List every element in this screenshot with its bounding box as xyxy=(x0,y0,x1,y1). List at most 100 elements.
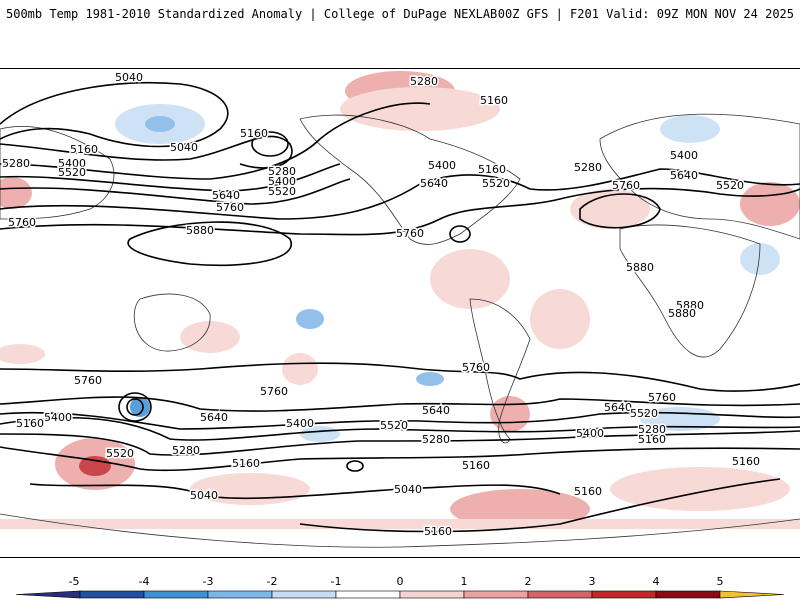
contour-label: 5160 xyxy=(232,457,260,470)
contour-5880 xyxy=(127,221,293,267)
colorbar-swatch xyxy=(655,590,721,599)
contour-label: 5400 xyxy=(268,175,296,188)
contour-5280 xyxy=(0,102,431,180)
closed-contour xyxy=(346,460,364,472)
contour-label: 5160 xyxy=(462,459,490,472)
map-header: 500mb Temp 1981-2010 Standardized Anomal… xyxy=(0,0,800,30)
map-canvas: 5040 5280 5160 5160 5040 5160 5280 5400 … xyxy=(0,70,800,548)
contour-label: 5880 xyxy=(676,299,704,312)
colorbar-tick-label: -1 xyxy=(331,575,342,588)
contour-label: 5520 xyxy=(58,166,86,179)
warm-anomaly xyxy=(570,189,650,229)
contour-label: 5280 xyxy=(268,165,296,178)
low-center xyxy=(118,392,152,422)
contour-label: 5760 xyxy=(260,385,288,398)
contour-label: 5640 xyxy=(422,404,450,417)
australia-outline xyxy=(133,293,211,352)
contour-label: 5280 xyxy=(410,75,438,88)
warm-anomaly xyxy=(180,321,240,353)
eurasia-outline xyxy=(599,113,800,240)
colorbar-tick-label: 2 xyxy=(525,575,532,588)
contour-5160 xyxy=(0,135,293,169)
contour-label: 5040 xyxy=(190,489,218,502)
contour-label: 5880 xyxy=(626,261,654,274)
colorbar-swatches xyxy=(15,590,785,599)
contour-label: 5160 xyxy=(70,143,98,156)
contour-label: 5400 xyxy=(286,417,314,430)
warm-anomaly xyxy=(740,182,800,226)
colorbar-swatch xyxy=(207,590,273,599)
cold-anomaly xyxy=(145,116,175,132)
contour-label: 5160 xyxy=(478,163,506,176)
warm-anomaly xyxy=(282,353,318,385)
contour-label: 5760 xyxy=(396,227,424,240)
cold-anomaly xyxy=(740,243,780,275)
contour-label: 5280 xyxy=(422,433,450,446)
contour-5160-ant xyxy=(299,478,781,533)
coastlines xyxy=(0,113,800,548)
colorbar-tick-label: -4 xyxy=(139,575,150,588)
cold-anomaly xyxy=(296,309,324,329)
warm-anomaly xyxy=(0,177,32,209)
contour-label: 5760 xyxy=(648,391,676,404)
contour-5400-sh xyxy=(0,416,800,441)
contour-label: 5400 xyxy=(428,159,456,172)
closed-contour xyxy=(449,225,471,243)
colorbar-swatch xyxy=(335,590,401,599)
colorbar-tick-label: 4 xyxy=(653,575,660,588)
warm-anomaly xyxy=(610,467,790,511)
warm-anomaly xyxy=(530,289,590,349)
contour-5760 xyxy=(0,187,800,236)
colorbar-swatch xyxy=(719,590,785,599)
colorbar-swatch xyxy=(143,590,209,599)
contour-label: 5520 xyxy=(630,407,658,420)
colorbar-swatch xyxy=(463,590,529,599)
contour-5640 xyxy=(0,168,800,220)
warm-anomaly xyxy=(430,249,510,309)
contour-label: 5280 xyxy=(2,157,30,170)
asia-outline-west xyxy=(0,125,115,220)
model-run-info: 00Z GFS | F201 Valid: 09Z MON NOV 24 202… xyxy=(497,7,794,21)
contour-5280-sh xyxy=(0,430,800,456)
contour-label: 5520 xyxy=(482,177,510,190)
contour-label: 5520 xyxy=(380,419,408,432)
anomaly-colorbar: -5 -4 -3 -2 -1 0 1 2 3 4 5 xyxy=(0,572,800,600)
contour-label: 5640 xyxy=(420,177,448,190)
south-america-outline xyxy=(469,298,531,444)
contour-label: 5040 xyxy=(170,141,198,154)
contour-label: 5760 xyxy=(8,216,36,229)
contour-label: 5400 xyxy=(670,149,698,162)
closed-contour xyxy=(251,131,289,157)
contour-label: 5160 xyxy=(732,455,760,468)
contour-5880-atl xyxy=(579,193,661,229)
contour-label: 5400 xyxy=(44,411,72,424)
contour-5520 xyxy=(0,178,351,205)
contour-5400 xyxy=(0,163,341,192)
colorbar-tick-label: -3 xyxy=(203,575,214,588)
contour-5760-sh xyxy=(0,362,800,392)
warm-anomaly xyxy=(0,344,45,364)
contour-label: 5160 xyxy=(424,525,452,538)
contour-label: 5520 xyxy=(716,179,744,192)
contour-5040-sh xyxy=(29,483,561,500)
contour-5040 xyxy=(0,82,229,148)
cold-anomaly xyxy=(300,426,340,442)
contour-label: 5640 xyxy=(604,401,632,414)
contour-label: 5640 xyxy=(670,169,698,182)
contour-label: 5160 xyxy=(638,433,666,446)
contour-label: 5160 xyxy=(240,127,268,140)
contour-label: 5280 xyxy=(172,444,200,457)
contour-label: 5640 xyxy=(212,189,240,202)
contour-label: 5760 xyxy=(462,361,490,374)
contour-label: 5400 xyxy=(58,157,86,170)
colorbar-canvas: -5 -4 -3 -2 -1 0 1 2 3 4 5 xyxy=(15,575,785,599)
contour-label: 5280 xyxy=(638,423,666,436)
contour-label: 5160 xyxy=(16,417,44,430)
warm-anomaly xyxy=(340,87,500,131)
north-america-outline xyxy=(299,114,521,245)
warm-anomaly xyxy=(79,456,111,476)
colorbar-tick-label: 0 xyxy=(397,575,404,588)
colorbar-swatch xyxy=(271,590,337,599)
warm-anomaly xyxy=(490,396,530,432)
colorbar-swatch xyxy=(79,590,145,599)
